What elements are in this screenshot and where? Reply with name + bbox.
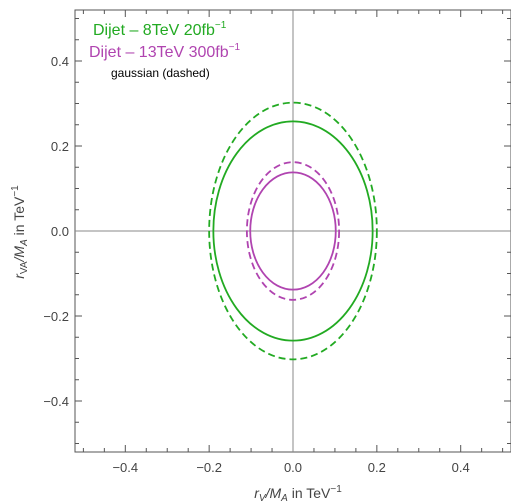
legend-entry-1-text: Dijet – 8TeV 20fb — [93, 22, 215, 39]
x-axis-label-sub2: A — [280, 493, 288, 503]
zero-lines — [75, 10, 511, 452]
legend-entry-2-text: Dijet – 13TeV 300fb — [89, 44, 229, 61]
x-axis-label-tail: in TeV — [288, 485, 331, 501]
legend-entry-3: gaussian (dashed) — [111, 66, 210, 80]
y-axis-label-mid: /M — [11, 246, 27, 263]
y-axis-label-main: r — [11, 273, 27, 279]
y-tick-label: −0.2 — [43, 309, 69, 324]
tick-group: −0.4 −0.2 0.0 0.2 0.4 −0.4 −0.2 0.0 0.2 0.4 — [43, 10, 511, 475]
y-axis-label-sup: −1 — [10, 185, 21, 197]
x-tick-label: −0.2 — [196, 460, 222, 475]
legend-entry-1-sup: −1 — [215, 20, 227, 31]
x-axis-label-sup: −1 — [330, 484, 342, 495]
x-axis-label-mid: /M — [265, 485, 282, 501]
contour-ellipse-4-dashed — [245, 161, 341, 301]
x-tick-label: 0.4 — [452, 460, 470, 475]
contour-ellipse-1-solid — [212, 120, 374, 342]
x-tick-label: 0.2 — [368, 460, 386, 475]
y-tick-label: 0.0 — [51, 224, 69, 239]
x-axis-label-main: r — [254, 485, 260, 501]
legend-entry-1: Dijet – 8TeV 20fb−1 — [93, 20, 227, 39]
y-tick-label: −0.4 — [43, 394, 69, 409]
x-axis-label-sub: V — [259, 493, 267, 503]
legend-entry-2: Dijet – 13TeV 300fb−1 — [89, 42, 240, 61]
y-tick-label: 0.2 — [51, 139, 69, 154]
y-tick-label: 0.4 — [51, 54, 69, 69]
y-axis-label-tail: in TeV — [11, 196, 27, 239]
contour-ellipse-3-solid — [249, 171, 337, 291]
curve-group — [208, 101, 378, 361]
contour-ellipse-2-dashed — [208, 101, 378, 361]
x-axis-label: rV/MA in TeV−1 — [254, 484, 342, 503]
y-axis-label-sub2: A — [19, 239, 30, 247]
legend-entry-2-sup: −1 — [229, 42, 241, 53]
legend: Dijet – 8TeV 20fb−1 Dijet – 13TeV 300fb−… — [89, 20, 240, 80]
y-axis-label-sub: VA — [19, 261, 30, 274]
x-tick-label: 0.0 — [284, 460, 302, 475]
x-tick-label: −0.4 — [112, 460, 138, 475]
y-axis-label: rVA/MA in TeV−1 — [10, 185, 30, 279]
